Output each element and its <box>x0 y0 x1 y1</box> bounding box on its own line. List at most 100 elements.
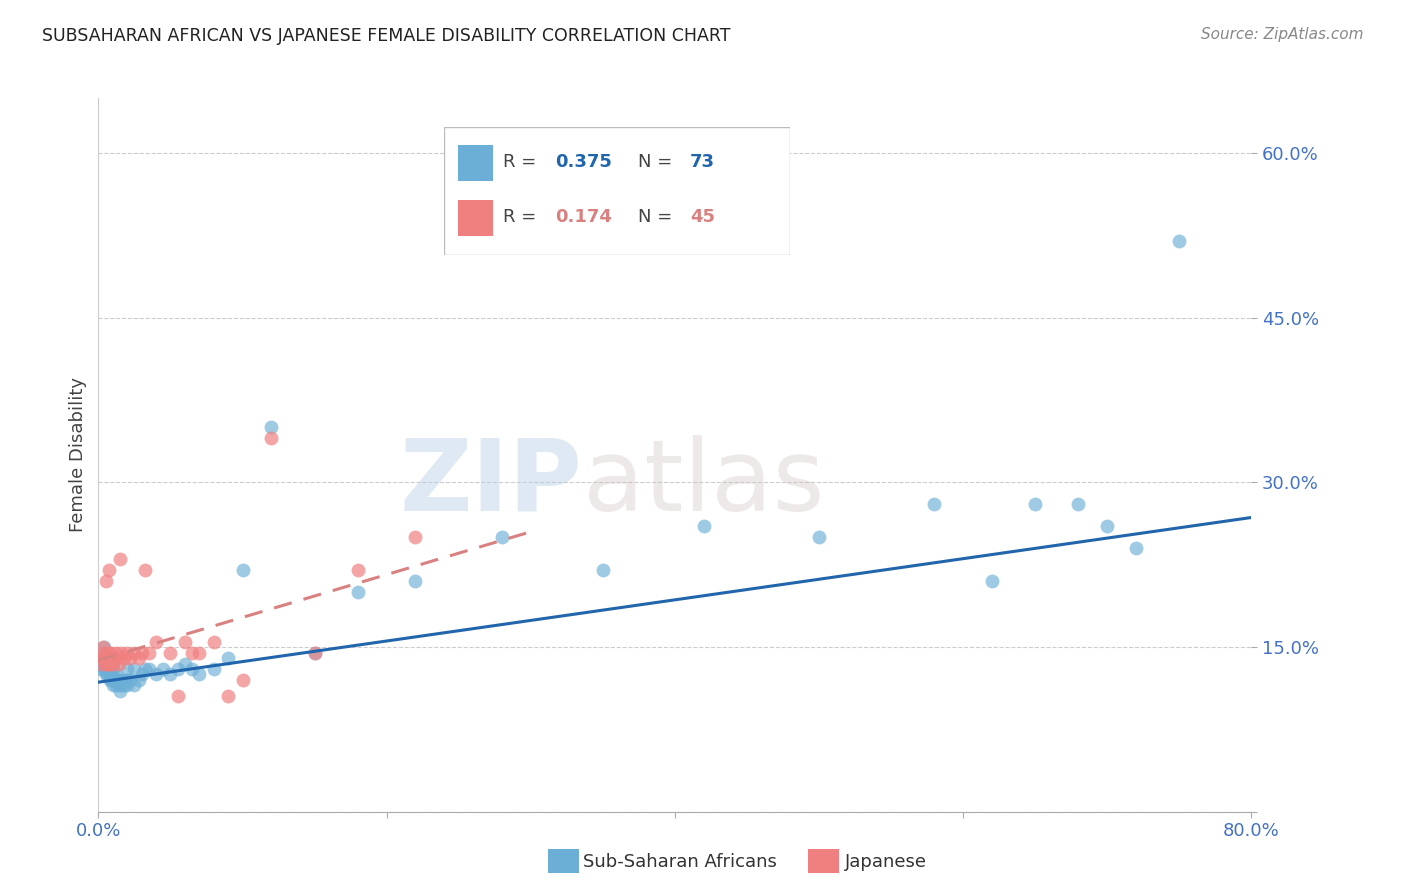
Point <box>94 574 117 589</box>
Point <box>97 646 120 660</box>
Point <box>124 678 146 692</box>
Point <box>108 673 131 687</box>
Point <box>174 657 197 671</box>
Point <box>174 634 197 648</box>
Point <box>181 646 204 660</box>
Point <box>304 646 326 660</box>
Text: R =: R = <box>503 153 543 171</box>
Point <box>98 673 121 687</box>
Point <box>231 563 254 577</box>
Point <box>100 667 122 681</box>
Point <box>110 646 132 660</box>
Point <box>93 646 115 660</box>
Point <box>91 651 114 665</box>
Point <box>96 651 118 665</box>
Text: Source: ZipAtlas.com: Source: ZipAtlas.com <box>1201 27 1364 42</box>
Point <box>117 678 138 692</box>
Point <box>145 667 167 681</box>
Point <box>93 651 115 665</box>
Point <box>101 673 124 687</box>
Point <box>120 651 142 665</box>
Point <box>110 678 132 692</box>
Text: 0.375: 0.375 <box>555 153 612 171</box>
Point <box>405 530 427 544</box>
Bar <box>458 145 492 180</box>
Point <box>98 662 121 676</box>
Point <box>231 673 254 687</box>
Y-axis label: Female Disability: Female Disability <box>69 377 87 533</box>
Point <box>592 563 614 577</box>
Point <box>152 662 174 676</box>
Text: Sub-Saharan Africans: Sub-Saharan Africans <box>583 853 778 871</box>
Point <box>202 634 225 648</box>
Point <box>94 651 117 665</box>
Point <box>922 497 945 511</box>
Point <box>104 646 127 660</box>
Point <box>104 678 127 692</box>
Point <box>96 667 118 681</box>
Point <box>159 646 181 660</box>
Text: atlas: atlas <box>582 435 824 532</box>
Point <box>98 657 121 671</box>
Point <box>94 646 117 660</box>
Point <box>138 662 160 676</box>
Text: N =: N = <box>638 153 678 171</box>
Text: R =: R = <box>503 208 543 227</box>
Point <box>124 662 146 676</box>
Point <box>96 662 118 676</box>
Point <box>93 640 115 654</box>
Bar <box>548 849 579 873</box>
Point <box>1168 234 1191 248</box>
Point <box>138 646 160 660</box>
Text: 45: 45 <box>690 208 714 227</box>
Point <box>94 651 117 665</box>
Text: SUBSAHARAN AFRICAN VS JAPANESE FEMALE DISABILITY CORRELATION CHART: SUBSAHARAN AFRICAN VS JAPANESE FEMALE DI… <box>42 27 731 45</box>
Point <box>105 673 128 687</box>
Point <box>131 667 153 681</box>
Point <box>108 552 131 566</box>
Point <box>159 667 181 681</box>
Point <box>120 673 142 687</box>
Point <box>260 432 283 446</box>
Point <box>128 651 150 665</box>
Point <box>1097 519 1119 533</box>
Point <box>90 662 112 676</box>
Point <box>114 673 136 687</box>
Point <box>128 673 150 687</box>
Point <box>97 563 120 577</box>
Point <box>100 673 122 687</box>
FancyBboxPatch shape <box>444 127 790 255</box>
Point <box>217 690 239 704</box>
Point <box>112 651 135 665</box>
Point <box>101 678 124 692</box>
Point <box>491 530 513 544</box>
Text: ZIP: ZIP <box>399 435 582 532</box>
Point <box>96 657 118 671</box>
Point <box>90 657 112 671</box>
Point <box>100 646 122 660</box>
Point <box>98 667 121 681</box>
Point <box>134 662 156 676</box>
Point <box>1067 497 1090 511</box>
Text: 0.174: 0.174 <box>555 208 612 227</box>
Point <box>346 585 368 599</box>
Point <box>124 646 146 660</box>
Point <box>111 673 134 687</box>
Point <box>134 563 156 577</box>
Point <box>97 657 120 671</box>
Point <box>91 651 114 665</box>
Text: N =: N = <box>638 208 678 227</box>
Point <box>1125 541 1147 556</box>
Point <box>181 662 204 676</box>
Point <box>1024 497 1046 511</box>
Point <box>117 646 138 660</box>
Point <box>94 657 117 671</box>
Point <box>131 646 153 660</box>
Point <box>100 651 122 665</box>
Point <box>405 574 427 589</box>
Bar <box>458 200 492 235</box>
Point <box>202 662 225 676</box>
Point <box>93 662 115 676</box>
Point <box>105 651 128 665</box>
Point <box>188 646 211 660</box>
